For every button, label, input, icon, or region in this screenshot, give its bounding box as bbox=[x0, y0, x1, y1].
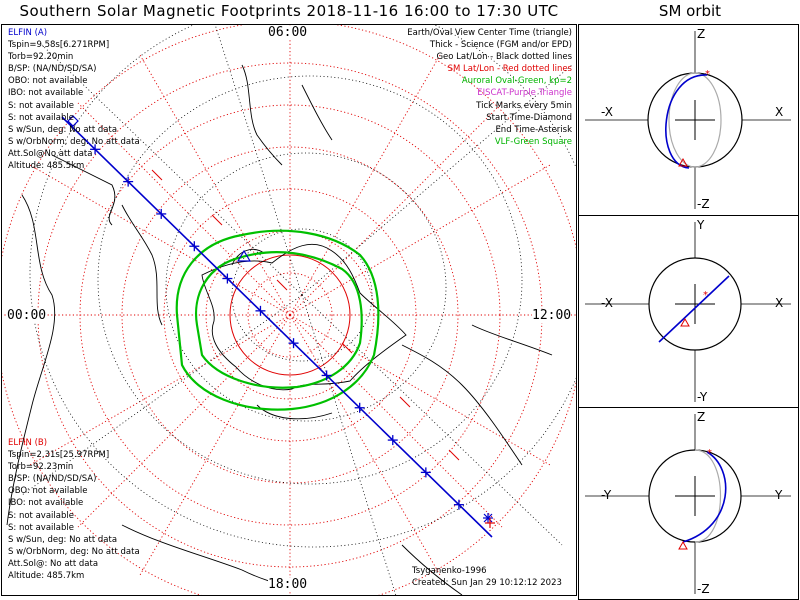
elfin-a-line: OBO: not available bbox=[8, 76, 88, 87]
elfin-a-line: S w/Sun, deg: No att data bbox=[8, 124, 118, 135]
clock-label-top: 06:00 bbox=[268, 25, 308, 40]
svg-text:*: * bbox=[703, 290, 708, 301]
elfin-b-line: Altitude: 485.7km bbox=[8, 571, 85, 582]
elfin-a-line: B/SP: (NA/ND/SD/SA) bbox=[8, 64, 97, 75]
panel3-right-label: Y bbox=[775, 488, 783, 502]
auroral-ovals bbox=[175, 229, 380, 411]
clock-label-bottom: 18:00 bbox=[268, 577, 308, 592]
legend-item: SM Lat/Lon - Red dotted lines bbox=[447, 64, 572, 75]
track-a-line bbox=[61, 116, 493, 538]
orbit-panel-yz: * Z -Z -Y Y bbox=[578, 407, 799, 600]
elfin-b-line: ELFIN (B) bbox=[8, 438, 48, 448]
end-asterisk-b bbox=[485, 518, 495, 528]
panel2-bottom-label: -Y bbox=[697, 390, 708, 404]
credits: Tsyganenko-1996 Created: Sun Jan 29 10:1… bbox=[412, 565, 562, 589]
page-title: Southern Solar Magnetic Footprints 2018-… bbox=[19, 2, 559, 20]
elfin-a-line: ELFIN (A) bbox=[8, 28, 48, 38]
elfin-b-line: B/SP: (NA/ND/SD/SA) bbox=[8, 474, 97, 485]
footprint-map: 06:00 18:00 00:00 12:00 ELFIN (A) Tspin=9… bbox=[1, 24, 577, 596]
panel1-top-label: Z bbox=[697, 27, 706, 41]
svg-text:*: * bbox=[707, 448, 712, 459]
panel3-bottom-label: -Z bbox=[697, 582, 710, 596]
elfin-b-line: OBO: not available bbox=[8, 486, 88, 497]
elfin-a-line: Tspin=9.58s[6.271RPM] bbox=[8, 40, 110, 51]
credit-created: Created: Sun Jan 29 10:12:12 2023 bbox=[412, 578, 562, 589]
legend-item: Thick - Science (FGM and/or EPD) bbox=[429, 40, 572, 51]
panel2-top-label: Y bbox=[697, 218, 705, 232]
elfin-a-line: Altitude: 485.5km bbox=[8, 161, 85, 172]
orbit-xy-svg: * bbox=[585, 222, 791, 402]
panel1-right-label: X bbox=[775, 105, 784, 119]
legend-item: Geo Lat/Lon - Black dotted lines bbox=[436, 52, 572, 63]
legend-item: Start Time-Diamond bbox=[486, 112, 572, 123]
orbit-xz-svg: * bbox=[585, 31, 791, 209]
orbit-title: SM orbit bbox=[658, 2, 722, 20]
panel2-right-label: X bbox=[775, 296, 784, 310]
clock-label-right: 12:00 bbox=[532, 308, 572, 323]
svg-text:*: * bbox=[705, 69, 710, 80]
elfin-b-info: ELFIN (B) Tspin=2.31s[25.97RPM] Torb=92.23… bbox=[8, 437, 140, 582]
legend-item: Tick Marks every 5min bbox=[476, 100, 572, 111]
elfin-b-line: S: not available bbox=[8, 522, 74, 533]
clock-label-left: 00:00 bbox=[7, 308, 47, 323]
elfin-b-line: IBO: not available bbox=[8, 498, 84, 509]
elfin-a-line: IBO: not available bbox=[8, 88, 84, 99]
elfin-a-line: S w/OrbNorm, deg: No att data bbox=[8, 136, 140, 147]
legend-item: End Time-Asterisk bbox=[495, 124, 572, 135]
credit-model: Tsyganenko-1996 bbox=[412, 566, 487, 576]
panel3-left-label: -Y bbox=[601, 488, 612, 502]
orbit-yz-svg: * bbox=[585, 414, 791, 594]
legend-item: Auroral Oval-Green, kp=2 bbox=[461, 76, 572, 87]
elfin-a-info: ELFIN (A) Tspin=9.58s[6.271RPM] Torb=92.20… bbox=[8, 27, 140, 172]
legend: Earth/Oval View Center Time (triangle) Th… bbox=[407, 27, 572, 148]
panel1-bottom-label: -Z bbox=[697, 197, 710, 211]
orbit-panel-xz: * Z -Z -X X bbox=[578, 24, 799, 216]
elfin-a-line: S: not available bbox=[8, 112, 74, 123]
panel1-left-label: -X bbox=[601, 105, 613, 119]
elfin-b-line: Att.Sol@: No att data bbox=[8, 558, 99, 569]
elfin-a-line: Torb=92.20min bbox=[8, 52, 74, 63]
track-a-ticks bbox=[90, 144, 464, 510]
start-diamond bbox=[67, 115, 79, 127]
elfin-b-line: S w/OrbNorm, deg: No att data bbox=[8, 546, 140, 557]
track-b-marks bbox=[151, 169, 460, 461]
panel3-top-label: Z bbox=[697, 410, 706, 424]
elfin-b-line: Tspin=2.31s[25.97RPM] bbox=[8, 450, 110, 461]
elfin-b-line: S w/Sun, deg: No att data bbox=[8, 534, 118, 545]
elfin-b-line: S: not available bbox=[8, 510, 74, 521]
geo-grid bbox=[21, 25, 576, 595]
legend-item: EISCAT-Purple Triangle bbox=[477, 88, 572, 99]
panel2-left-label: -X bbox=[601, 296, 613, 310]
legend-item: VLF-Green Square bbox=[494, 136, 572, 147]
orbit-panel-xy: * Y -Y -X X bbox=[578, 215, 799, 408]
end-asterisk bbox=[483, 513, 493, 523]
sm-inner-circle bbox=[229, 254, 351, 376]
elfin-a-line: S: not available bbox=[8, 100, 74, 111]
elfin-b-line: Torb=92.23min bbox=[8, 462, 74, 473]
view-center-triangle bbox=[236, 249, 252, 262]
elfin-a-line: Att.Sol@No att data bbox=[8, 148, 93, 159]
legend-item: Earth/Oval View Center Time (triangle) bbox=[407, 28, 572, 38]
